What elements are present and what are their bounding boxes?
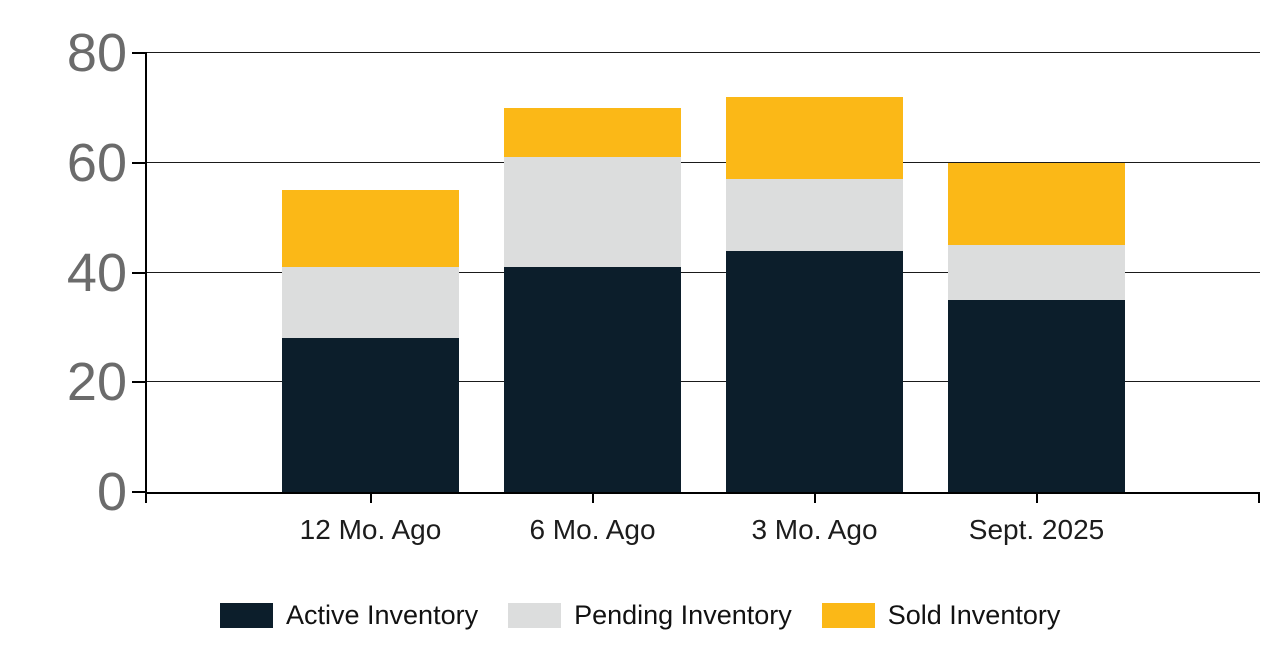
legend-label-active-inventory: Active Inventory: [286, 600, 479, 630]
gridline-40: [147, 271, 1260, 273]
x-axis-tick-3-mo-ago: [813, 492, 816, 503]
bar-segment-pending-inventory: [726, 179, 903, 251]
bar-sept-2025: [948, 162, 1125, 492]
x-axis-tick-label-12-mo-ago: 12 Mo. Ago: [299, 514, 442, 545]
bar-segment-active-inventory: [504, 267, 681, 492]
bar-segment-sold-inventory: [504, 107, 681, 158]
x-axis-end-tick-right: [1258, 492, 1260, 503]
gridline-60: [147, 161, 1260, 163]
bar-3-mo-ago: [726, 96, 903, 492]
y-axis-tick-label-0: 0: [96, 462, 127, 522]
legend-item-active-inventory: Active Inventory: [220, 601, 478, 629]
y-axis-tick-20: [132, 381, 147, 384]
bar-segment-sold-inventory: [726, 96, 903, 180]
y-axis-tick-label-60: 60: [66, 132, 127, 193]
y-axis-tick-80: [132, 52, 147, 54]
y-axis-tick-label-80: 80: [66, 23, 127, 83]
legend-label-pending-inventory: Pending Inventory: [574, 600, 792, 630]
legend-swatch-active-inventory: [220, 602, 273, 628]
legend-swatch-sold-inventory: [821, 602, 875, 628]
x-axis-tick-label-sept-2025: Sept. 2025: [968, 514, 1105, 545]
y-axis-tick-label-40: 40: [66, 242, 127, 303]
bar-segment-sold-inventory: [282, 190, 459, 267]
gridline-80: [147, 52, 1260, 53]
bar-12-mo-ago: [282, 190, 459, 492]
x-axis-tick-label-3-mo-ago: 3 Mo. Ago: [751, 514, 878, 545]
bar-segment-pending-inventory: [282, 267, 459, 339]
legend-swatch-pending-inventory: [508, 602, 562, 628]
legend-item-pending-inventory: Pending Inventory: [508, 601, 792, 629]
bar-segment-active-inventory: [948, 299, 1125, 492]
x-axis-tick-sept-2025: [1035, 492, 1038, 503]
x-axis-tick-label-6-mo-ago: 6 Mo. Ago: [529, 514, 656, 545]
bar-segment-pending-inventory: [948, 245, 1125, 300]
gridline-20: [147, 381, 1260, 383]
plot-area: 0 20 40 60 80 12 Mo. Ago 6 Mo. Ago 3 Mo. Ago Sep…: [67, 25, 1260, 545]
legend-item-sold-inventory: Sold Inventory: [821, 600, 1061, 630]
y-axis-tick-0: [132, 491, 147, 493]
x-axis-tick-6-mo-ago: [591, 492, 594, 503]
bar-segment-sold-inventory: [948, 162, 1125, 246]
bar-segment-active-inventory: [726, 250, 903, 492]
bar-6-mo-ago: [504, 107, 681, 492]
legend-label-sold-inventory: Sold Inventory: [887, 600, 1061, 630]
y-axis-tick-40: [132, 271, 147, 274]
y-axis-tick-label-20: 20: [66, 352, 127, 413]
bar-segment-pending-inventory: [504, 157, 681, 267]
x-axis-tick-12-mo-ago: [369, 492, 372, 503]
x-axis-end-tick-left: [145, 492, 147, 503]
bar-segment-active-inventory: [282, 338, 459, 492]
y-axis-tick-60: [132, 161, 147, 164]
legend: Active Inventory Pending Inventory Sold In…: [220, 601, 1060, 629]
